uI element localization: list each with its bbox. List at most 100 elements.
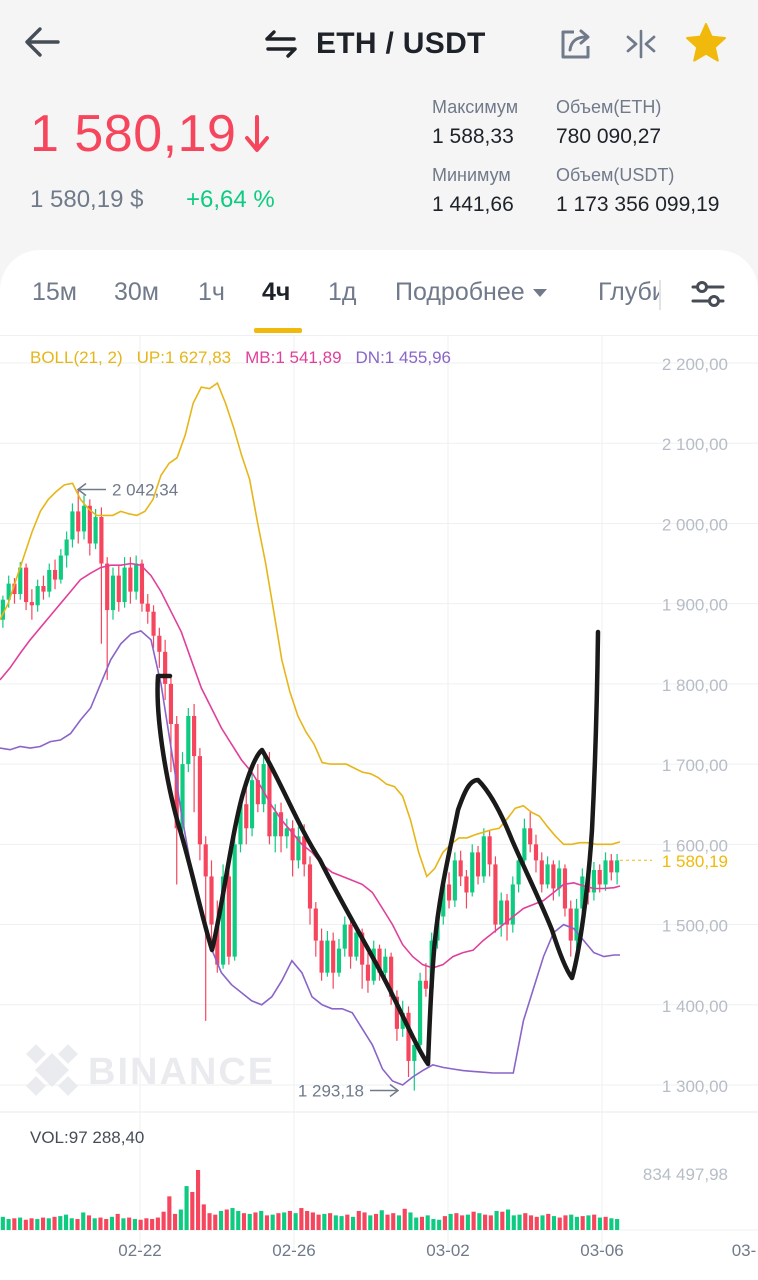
- tab-30m[interactable]: 30м: [114, 278, 159, 306]
- volume-bar: [528, 1215, 534, 1230]
- candle-body: [348, 924, 353, 957]
- volume-bar: [586, 1215, 591, 1230]
- candle-body: [168, 683, 174, 724]
- share-icon[interactable]: [558, 26, 594, 62]
- candle-body: [163, 651, 168, 684]
- candle-body: [128, 567, 133, 592]
- volume-bar: [69, 1218, 74, 1230]
- candle-body: [209, 876, 214, 925]
- candle-body: [475, 852, 481, 877]
- volume-bar: [328, 1213, 333, 1230]
- candle-body: [12, 583, 17, 595]
- volume-bar: [6, 1219, 11, 1230]
- candlestick-chart[interactable]: 2 200,00 2 100,00 2 000,00 1 900,00 1 800,00…: [0, 250, 758, 1280]
- candle-body: [290, 828, 295, 861]
- candle-body: [603, 860, 608, 885]
- last-price-label: 1 580,19: [662, 852, 728, 871]
- boll-dn-value: DN:1 455,96: [355, 348, 451, 367]
- tab-1h[interactable]: 1ч: [198, 278, 225, 306]
- volume-bar: [488, 1215, 493, 1230]
- candle-body: [342, 924, 347, 949]
- volume-bar: [299, 1208, 304, 1230]
- candle-body: [493, 864, 498, 925]
- volume-bar: [580, 1216, 585, 1230]
- volume-bar: [109, 1216, 115, 1230]
- candle-body: [562, 868, 568, 909]
- star-icon[interactable]: [684, 22, 728, 64]
- y-axis-tick-label: 1 500,00: [662, 917, 728, 936]
- candle-body: [580, 876, 585, 909]
- high-marker-arrow: [76, 482, 106, 497]
- candle-body: [406, 1012, 411, 1061]
- price-change: +6,64 %: [186, 186, 275, 213]
- candle-body: [105, 563, 110, 611]
- volume-bar: [402, 1208, 407, 1230]
- boll-dn-line: [0, 629, 620, 1086]
- pair-title: ETH / USDT: [316, 27, 486, 60]
- candle-body: [394, 996, 400, 1029]
- volume-max-label: 834 497,98: [643, 1165, 728, 1184]
- volume-bar: [247, 1213, 252, 1230]
- volume-bar: [368, 1215, 373, 1230]
- candle-body: [354, 932, 359, 957]
- candle-body: [70, 511, 75, 540]
- tab-depth[interactable]: Глубина: [598, 278, 660, 312]
- high-value: 1 588,33: [432, 125, 514, 148]
- candle-body: [35, 586, 40, 606]
- volume-bar: [167, 1196, 172, 1230]
- volume-bar: [448, 1213, 453, 1230]
- candle-body: [336, 948, 342, 973]
- volume-bar: [540, 1215, 545, 1230]
- candle-body: [545, 864, 550, 885]
- tab-15m[interactable]: 15м: [32, 278, 77, 306]
- volume-bar: [18, 1217, 23, 1230]
- compare-icon[interactable]: [624, 28, 658, 60]
- candle-body: [99, 517, 104, 564]
- candle-body: [423, 980, 428, 989]
- candle-body: [220, 876, 226, 965]
- volume-bar: [333, 1215, 338, 1230]
- volume-bar: [483, 1214, 488, 1230]
- y-axis-tick-label: 1 600,00: [662, 836, 728, 855]
- x-axis-tick-label: 03-02: [426, 1241, 469, 1260]
- candle-body: [504, 900, 510, 925]
- volume-bar: [190, 1191, 195, 1230]
- high-marker-label: 2 042,34: [112, 480, 178, 499]
- y-axis-tick-label: 1 400,00: [662, 997, 728, 1016]
- volume-bar: [144, 1218, 149, 1230]
- chart-panel: 15м 30м 1ч 4ч 1д Подробнее Глубина 2 200…: [0, 250, 758, 1280]
- volume-bar: [597, 1217, 602, 1230]
- boll-mid-line: [0, 562, 621, 969]
- tab-1d[interactable]: 1д: [328, 278, 357, 306]
- candle-body: [609, 860, 614, 873]
- pair-selector[interactable]: ETH / USDT: [264, 24, 486, 64]
- chart-settings-icon[interactable]: [690, 278, 726, 310]
- volume-bar: [241, 1213, 247, 1230]
- volume-bar: [391, 1213, 396, 1230]
- volume-bar: [517, 1214, 522, 1230]
- volume-bar: [425, 1215, 430, 1230]
- volume-bar: [373, 1213, 379, 1230]
- volume-bar: [442, 1216, 447, 1230]
- volume-bar: [609, 1218, 614, 1230]
- tab-more[interactable]: Подробнее: [395, 278, 547, 307]
- volume-bar: [454, 1213, 459, 1230]
- volume-bar: [431, 1219, 436, 1230]
- volume-bar: [477, 1213, 482, 1230]
- y-axis-tick-label: 2 200,00: [662, 355, 728, 374]
- tab-4h[interactable]: 4ч: [262, 278, 291, 306]
- low-label: Минимум: [432, 165, 511, 185]
- boll-name: BOLL(21, 2): [30, 348, 123, 367]
- candle-body: [568, 908, 573, 941]
- candle-body: [134, 563, 139, 592]
- candle-body: [18, 567, 23, 595]
- volume-quote-label: Объем(USDT): [556, 165, 675, 185]
- y-axis-tick-label: 1 900,00: [662, 596, 728, 615]
- volume-bar: [557, 1217, 562, 1230]
- low-value: 1 441,66: [432, 193, 514, 216]
- back-arrow-icon[interactable]: [22, 24, 62, 60]
- candle-body: [296, 836, 301, 861]
- volume-bar: [0, 1216, 5, 1230]
- caret-down-icon: [532, 289, 547, 298]
- candle-body: [0, 599, 5, 620]
